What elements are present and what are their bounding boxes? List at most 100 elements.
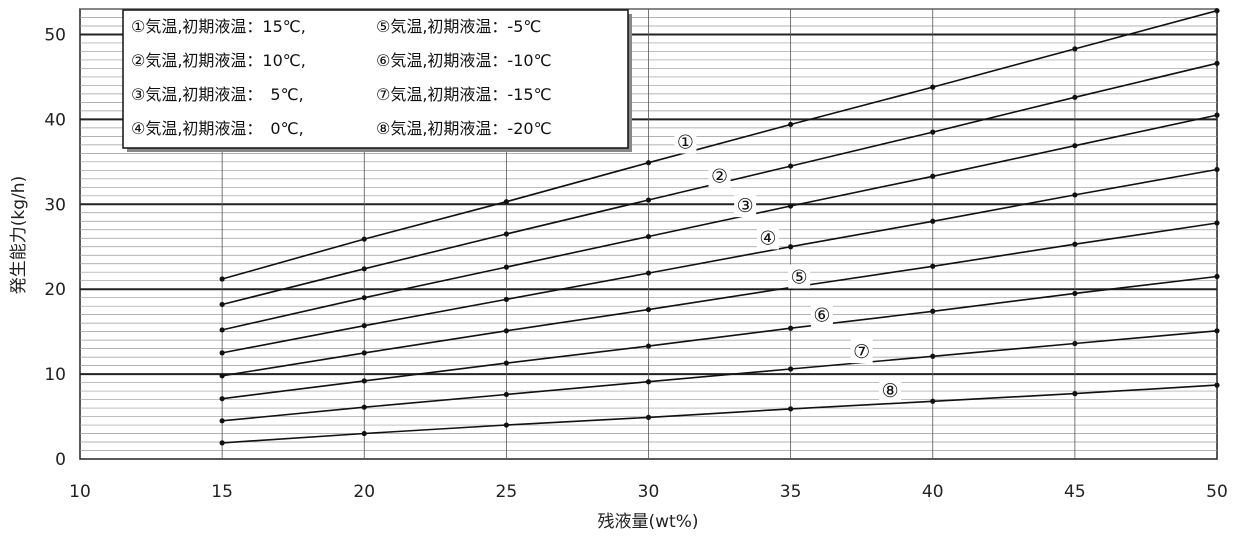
data-point [788,121,794,128]
series-1 [219,8,1220,282]
y-tick-label: 50 [44,25,66,45]
data-point [503,391,509,398]
data-point [1072,241,1078,247]
series-callout: ① [677,131,694,153]
data-point [361,378,367,384]
data-point [645,414,652,420]
series-line [221,9,1218,280]
data-point [930,218,936,224]
data-point [788,325,794,331]
series-8 [219,382,1220,446]
data-point [1214,382,1220,388]
series-callout: ④ [759,227,776,249]
series-3 [219,112,1220,333]
x-tick-label: 45 [1064,482,1086,502]
data-point [503,360,509,366]
legend-entry-6: ⑥気温,初期液温：-10℃ [376,51,552,70]
data-point [219,373,225,379]
callout-background [810,302,833,327]
series-line [222,275,1218,400]
data-point [645,160,652,166]
data-point [1072,340,1078,347]
series-callout: ② [711,165,728,187]
data-point [1072,143,1078,149]
series-line [222,384,1218,444]
data-point [645,306,652,313]
callout-background [708,163,731,188]
data-point [361,350,367,356]
data-point [645,233,652,240]
data-point [645,379,652,385]
x-tick-label: 30 [638,482,660,502]
x-tick-label: 10 [69,482,91,502]
y-tick-label: 40 [44,110,66,130]
data-point [1214,166,1220,173]
data-point [1214,112,1220,118]
series-line [221,222,1218,377]
data-point [361,295,367,301]
series-line [222,330,1218,422]
data-point [1214,8,1220,14]
data-point [503,296,509,302]
series-callout: ⑦ [853,341,870,363]
data-point [361,236,367,242]
data-point [1072,46,1078,52]
data-point [1072,290,1078,297]
data-point [930,398,936,404]
x-tick-label: 20 [353,482,375,502]
series-7 [219,328,1220,424]
data-point [1214,220,1220,226]
series-6 [219,273,1220,402]
legend-entry-1: ①気温,初期液温：15℃, [131,17,306,36]
series-5 [219,220,1220,379]
data-point [645,270,652,276]
series-callout: ③ [737,195,754,217]
data-point [788,406,794,412]
data-point [1214,273,1220,280]
y-axis-label: 発生能力(kg/h) [9,176,29,294]
x-tick-label: 15 [211,482,233,502]
callout-background [788,264,811,289]
data-point [219,327,225,333]
data-point [1214,60,1220,66]
x-tick-label: 50 [1206,482,1228,502]
callout-background [734,193,757,218]
data-point [219,418,225,424]
series-callout: ⑤ [791,266,808,288]
series-line [221,168,1218,354]
callout-background [756,225,779,250]
data-point [1072,391,1078,397]
data-point [930,84,936,90]
data-point [788,163,794,169]
x-tick-label: 25 [496,482,518,502]
y-tick-label: 30 [44,195,66,215]
legend-entry-4: ④気温,初期液温： 0℃, [131,119,304,138]
callout-background [674,129,697,154]
callout-background [850,339,873,364]
data-point [1214,328,1220,334]
legend-entry-7: ⑦気温,初期液温：-15℃ [376,85,552,104]
data-point [788,244,794,250]
x-axis-ticks: 10 15 20 25 30 35 40 45 50 [69,482,1228,502]
data-point [645,197,652,203]
y-tick-label: 10 [44,365,66,385]
y-tick-label: 0 [55,450,66,470]
data-point [930,353,936,359]
series-callout: ⑧ [882,380,899,402]
data-point [788,366,794,372]
series-callout: ⑥ [813,305,830,327]
series-line [221,114,1218,331]
series-4 [219,166,1220,356]
data-point [645,343,652,349]
legend-entry-5: ⑤気温,初期液温：-5℃ [376,17,541,36]
data-point [503,231,509,237]
legend: ①気温,初期液温：15℃, ②気温,初期液温：10℃, ③気温,初期液温： 5℃… [122,9,632,152]
data-point [1072,94,1078,100]
y-tick-label: 20 [44,280,66,300]
data-point [503,199,509,205]
data-point [219,350,225,356]
data-point [361,430,367,437]
data-point [930,129,936,135]
